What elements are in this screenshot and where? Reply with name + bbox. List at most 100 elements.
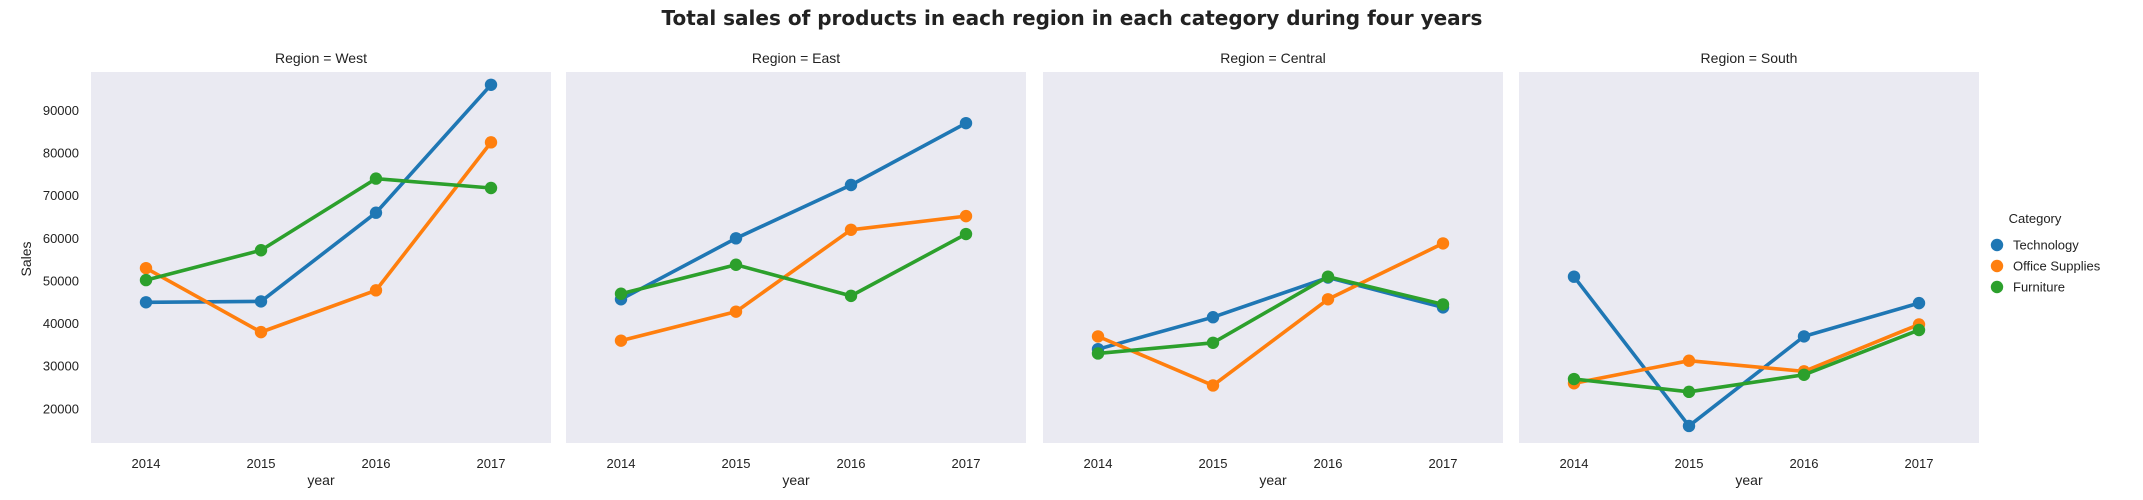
panel-background [1043, 72, 1503, 443]
x-tick-label: 2015 [1675, 456, 1704, 471]
x-tick-label: 2017 [1429, 456, 1458, 471]
panel-title: Region = South [1701, 50, 1798, 66]
data-point [1321, 270, 1335, 283]
series-line [619, 214, 968, 343]
data-point [254, 295, 268, 308]
x-tick-label: 2016 [1314, 456, 1343, 471]
data-point [729, 305, 743, 318]
x-tick-label: 2015 [247, 456, 276, 471]
legend-label: Furniture [2013, 280, 2065, 295]
x-tick-label: 2017 [952, 456, 981, 471]
data-point [1912, 296, 1926, 310]
series-line [1096, 275, 1445, 351]
series-furniture [139, 172, 498, 287]
data-point [1091, 330, 1105, 343]
series-line [1096, 274, 1445, 356]
series-office-supplies [1091, 237, 1450, 392]
panel-south: Region = South 2014 2015 2016 2017 year [1519, 50, 1979, 488]
data-point [1206, 379, 1220, 392]
y-tick-label: 90000 [43, 103, 79, 118]
panel-background [91, 72, 551, 443]
x-tick-label: 2016 [837, 456, 866, 471]
series-line [1572, 328, 1921, 394]
series-line [144, 140, 493, 334]
x-tick-label: 2014 [1084, 456, 1113, 471]
series-technology [1567, 270, 1926, 433]
series-line [619, 121, 968, 302]
x-tick-label: 2015 [722, 456, 751, 471]
chart-title: Total sales of products in each region i… [662, 6, 1483, 30]
panel-title: Region = West [275, 50, 367, 66]
y-tick-label: 70000 [43, 188, 79, 203]
data-point [369, 284, 383, 297]
data-point [484, 78, 498, 91]
legend-label: Office Supplies [2013, 259, 2101, 274]
legend-item-technology: Technology [1990, 238, 2079, 253]
series-furniture [1567, 323, 1926, 399]
data-point [614, 287, 628, 300]
data-point [1567, 270, 1581, 283]
x-axis-label: year [1259, 472, 1287, 488]
data-point [1682, 419, 1696, 433]
data-point [959, 209, 973, 223]
data-point [1206, 311, 1220, 324]
panel-central: Region = Central 2014 2015 2016 2017 year [1043, 50, 1503, 488]
y-tick-label: 60000 [43, 231, 79, 246]
data-point [844, 223, 858, 236]
data-point [1206, 336, 1220, 349]
y-tick-label: 20000 [43, 401, 79, 416]
data-point [254, 325, 268, 339]
y-tick-label: 30000 [43, 359, 79, 374]
data-point [139, 273, 153, 287]
data-point [729, 258, 743, 271]
legend-marker [1990, 259, 2004, 273]
panel-title: Region = East [752, 50, 840, 66]
data-point [959, 116, 973, 130]
data-point [1797, 330, 1811, 343]
data-point [369, 172, 383, 185]
data-point [1436, 298, 1450, 311]
data-point [1682, 385, 1696, 399]
data-point [139, 261, 153, 275]
x-axis-label: year [307, 472, 335, 488]
data-point [844, 178, 858, 192]
series-line [1572, 274, 1921, 428]
x-axis-label: year [1735, 472, 1763, 488]
x-tick-label: 2017 [477, 456, 506, 471]
legend-marker [1990, 280, 2004, 294]
data-point [729, 232, 743, 245]
data-point [1567, 372, 1581, 386]
data-point [1912, 323, 1926, 337]
legend-item-furniture: Furniture [1990, 280, 2065, 295]
series-office-supplies [614, 209, 973, 347]
x-tick-label: 2017 [1905, 456, 1934, 471]
x-axis-label: year [782, 472, 810, 488]
series-office-supplies [139, 136, 498, 339]
series-line [619, 232, 968, 298]
y-axis-label: Sales [18, 241, 34, 276]
legend: Category Technology Office Supplies Furnitu… [1990, 211, 2101, 295]
x-tick-label: 2015 [1199, 456, 1228, 471]
data-point [254, 244, 268, 257]
series-furniture [614, 227, 973, 303]
panel-west: Region = West 2014 2015 2016 2017 year 20000 30… [43, 50, 551, 488]
data-point [139, 296, 153, 309]
panels: Region = West 2014 2015 2016 2017 year 20000 30… [43, 50, 1979, 488]
legend-marker [1990, 238, 2004, 252]
series-line [144, 176, 493, 282]
y-tick-label: 80000 [43, 146, 79, 161]
panel-background [1519, 72, 1979, 443]
x-tick-label: 2016 [362, 456, 391, 471]
y-tick-label: 40000 [43, 316, 79, 331]
data-point [1321, 293, 1335, 306]
data-point [1436, 237, 1450, 250]
x-tick-label: 2016 [1790, 456, 1819, 471]
legend-title: Category [2009, 211, 2062, 226]
series-line [1572, 322, 1921, 386]
panel-title: Region = Central [1220, 50, 1325, 66]
data-point [844, 289, 858, 303]
series-technology [614, 116, 973, 306]
data-point [1091, 347, 1105, 360]
data-point [484, 136, 498, 149]
